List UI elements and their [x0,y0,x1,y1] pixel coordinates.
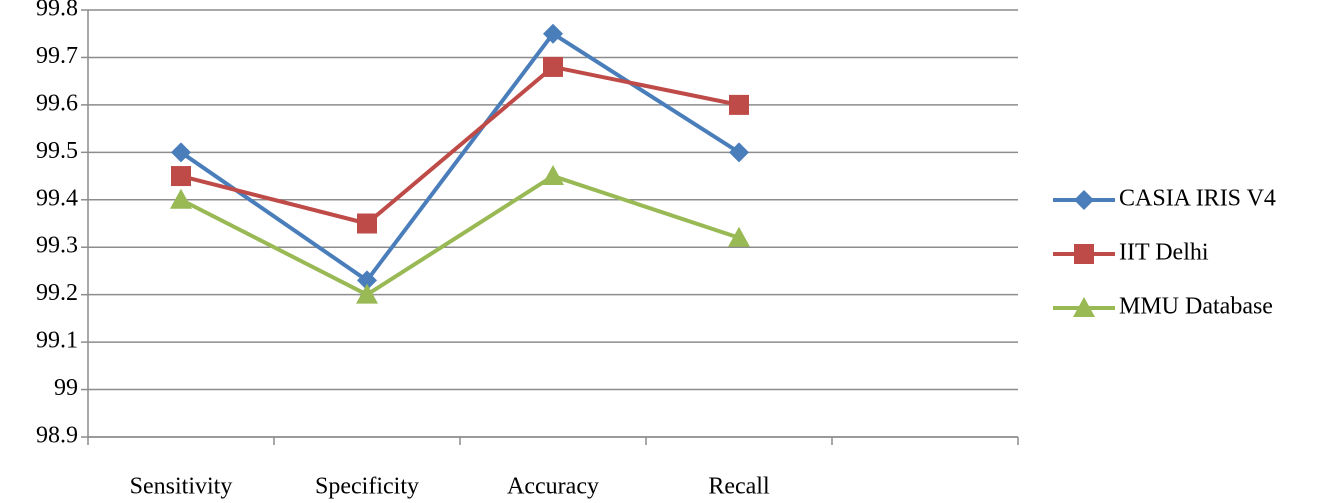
y-tick-label: 99 [54,375,78,401]
y-tick-label: 99.8 [36,0,78,22]
marker [357,270,377,291]
marker [729,94,749,115]
y-tick-label: 99.4 [36,185,78,211]
y-tick-label: 99.3 [36,233,78,259]
marker [171,142,191,163]
x-tick-label: Recall [708,474,770,500]
marker [170,188,192,209]
series-line [179,31,741,283]
y-tick-label: 99.2 [36,280,78,306]
legend-label: IIT Delhi [1119,240,1209,266]
marker [357,213,377,234]
series-line [180,174,740,297]
x-tick-label: Accuracy [507,474,599,500]
marker [728,226,750,247]
y-tick-label: 99.7 [36,43,78,69]
marker [542,165,564,186]
x-tick-label: Sensitivity [130,474,233,500]
legend-label: MMU Database [1119,294,1273,320]
marker [729,142,749,163]
y-tick-label: 99.1 [36,328,78,354]
marker [356,283,378,304]
marker [543,23,563,44]
y-tick-label: 99.5 [36,138,78,164]
legend-marker [1073,297,1095,317]
legend-marker [1074,190,1094,210]
y-tick-label: 98.9 [36,423,78,449]
legend-label: CASIA IRIS V4 [1119,186,1276,212]
y-tick-label: 99.6 [36,90,78,116]
legend-marker [1074,244,1094,264]
marker [543,56,563,77]
marker [171,166,191,187]
series-line [180,64,740,226]
x-tick-label: Specificity [315,474,419,500]
